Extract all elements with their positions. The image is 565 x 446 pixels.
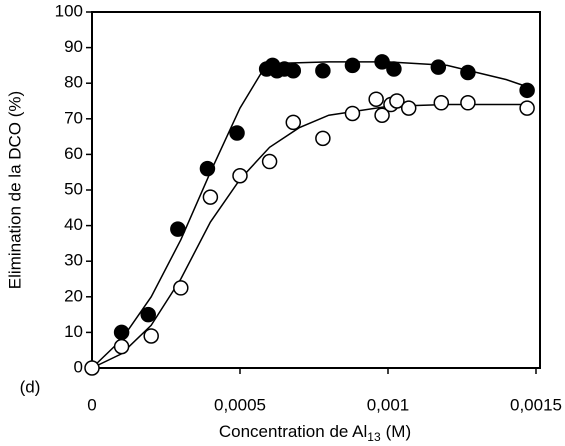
open-point xyxy=(143,328,159,344)
filled-point xyxy=(315,62,331,79)
y-axis-title: Elimination de la DCO (%) xyxy=(5,91,24,289)
filled-point xyxy=(229,125,245,141)
y-tick-label: 90 xyxy=(64,37,83,56)
filled-point xyxy=(374,54,390,70)
open-point xyxy=(202,189,219,205)
open-point xyxy=(315,130,331,147)
y-tick-label: 40 xyxy=(64,215,83,234)
open-point xyxy=(261,153,278,170)
open-point xyxy=(519,100,535,116)
open-point xyxy=(433,95,450,111)
filled-point xyxy=(344,57,361,74)
open-point xyxy=(232,168,248,184)
filled-point xyxy=(140,306,156,323)
filled-point xyxy=(170,221,186,237)
x-axis-title-subscript: 13 xyxy=(367,430,381,444)
x-tick-label: 0 xyxy=(87,395,96,414)
y-tick-label: 100 xyxy=(55,1,83,20)
open-point xyxy=(460,95,476,111)
x-tick-label: 0,0005 xyxy=(214,395,266,414)
open-point xyxy=(84,360,100,376)
y-tick-label: 10 xyxy=(64,322,83,341)
filled-point xyxy=(460,64,476,81)
open-point xyxy=(389,93,405,109)
x-tick-label: 0,0015 xyxy=(510,395,562,414)
y-tick-label: 0 xyxy=(74,357,83,376)
open-point xyxy=(173,280,189,296)
open-point xyxy=(113,338,130,355)
fit-curve xyxy=(91,61,528,369)
fit-curve xyxy=(91,103,528,369)
filled-point xyxy=(285,62,302,79)
y-tick-label: 70 xyxy=(64,108,83,127)
filled-point xyxy=(519,82,535,99)
filled-point xyxy=(386,61,402,77)
filled-point xyxy=(430,59,447,75)
open-point xyxy=(285,114,302,131)
open-point xyxy=(374,107,390,123)
y-tick-label: 50 xyxy=(64,179,83,198)
y-tick-label: 30 xyxy=(64,251,83,270)
filled-point xyxy=(199,160,216,177)
plot-frame xyxy=(91,11,541,369)
x-axis-title-suffix: (M) xyxy=(386,422,411,441)
filled-point xyxy=(113,324,130,341)
x-tick-label: 0,001 xyxy=(367,395,410,414)
y-tick-label: 60 xyxy=(64,144,83,163)
open-point xyxy=(344,105,361,122)
open-point xyxy=(400,100,417,116)
annotation: (d) xyxy=(20,377,41,396)
open-point xyxy=(368,91,384,107)
y-tick-label: 80 xyxy=(64,73,83,92)
x-axis-title-main: Concentration de Al xyxy=(219,422,367,441)
y-tick-label: 20 xyxy=(64,286,83,305)
x-axis-title: Concentration de Al13 (M) xyxy=(219,422,411,444)
